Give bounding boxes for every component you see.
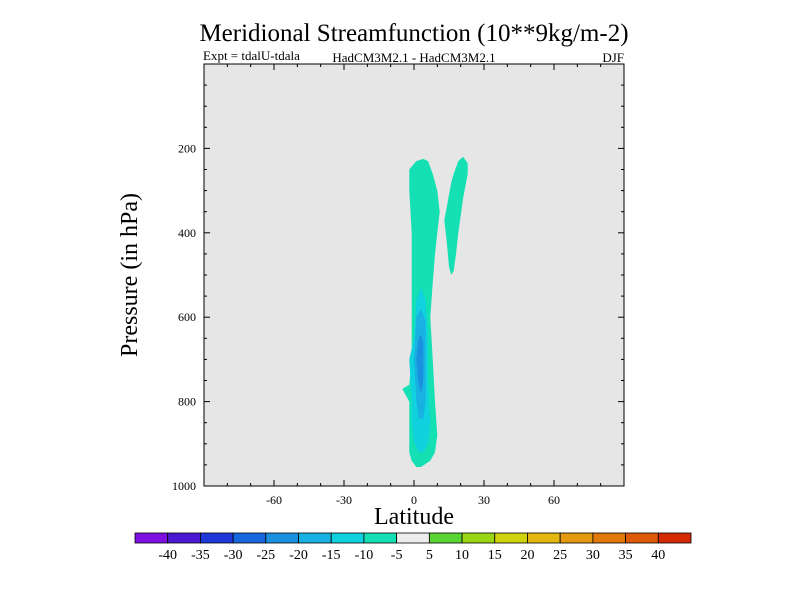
colorbar-swatch — [461, 532, 496, 544]
colorbar-label: 15 — [488, 548, 502, 563]
colorbar-swatch — [494, 532, 528, 544]
colorbar-swatch — [657, 532, 692, 544]
chart-title: Meridional Streamfunction (10**9kg/m-2) — [199, 20, 628, 47]
axis-ticks: -60 -30 0 30 60 200 400 600 800 1000 — [172, 63, 625, 507]
y-tick-label: 1000 — [172, 479, 196, 493]
x-tick-label: -60 — [266, 493, 282, 507]
colorbar-label: -40 — [158, 548, 177, 563]
colorbar-label: 35 — [619, 548, 633, 563]
chart-subtitle-right: DJF — [602, 50, 624, 65]
y-tick-label: 800 — [178, 395, 196, 409]
colorbar-label: -20 — [289, 548, 308, 563]
y-axis-label: Pressure (in hPa) — [117, 193, 143, 357]
contour-regions — [402, 156, 468, 467]
x-tick-label: 30 — [478, 493, 490, 507]
colorbar-label: 25 — [553, 548, 567, 563]
colorbar-swatch — [428, 532, 463, 544]
y-tick-label: 600 — [178, 310, 196, 324]
colorbar-swatch — [298, 532, 332, 544]
colorbar-label: 10 — [455, 548, 469, 563]
colorbar: -40 -35 -30 -25 -20 -15 -10 -5 5 10 15 20 25 30 35 40 — [134, 532, 692, 563]
colorbar-swatch — [363, 532, 398, 544]
colorbar-swatch — [396, 532, 430, 544]
chart-subtitle-center: HadCM3M2.1 - HadCM3M2.1 — [332, 50, 495, 65]
colorbar-label: -15 — [322, 548, 341, 563]
colorbar-swatch — [330, 532, 365, 544]
colorbar-swatch — [592, 532, 626, 544]
colorbar-swatch — [167, 532, 201, 544]
colorbar-swatch — [232, 532, 267, 544]
colorbar-swatch — [559, 532, 594, 544]
colorbar-swatch — [200, 532, 234, 544]
x-axis-label: Latitude — [374, 504, 454, 530]
y-tick-label: 200 — [178, 141, 196, 155]
colorbar-label: -10 — [355, 548, 374, 563]
colorbar-swatch — [625, 532, 659, 544]
colorbar-label: -35 — [191, 548, 210, 563]
x-tick-label: -30 — [336, 493, 352, 507]
colorbar-label: -25 — [256, 548, 275, 563]
contour-region-positive-lobe — [444, 156, 468, 275]
contour-region-negative-cell-max — [416, 334, 424, 394]
colorbar-label: -30 — [224, 548, 243, 563]
colorbar-label: 5 — [426, 548, 433, 563]
colorbar-label: 40 — [651, 548, 665, 563]
chart-subtitle-left: Expt = tdalU-tdala — [203, 48, 300, 63]
x-tick-label: 60 — [548, 493, 560, 507]
colorbar-label: -5 — [391, 548, 403, 563]
colorbar-label: 30 — [586, 548, 600, 563]
colorbar-swatch — [134, 532, 169, 544]
colorbar-swatch — [527, 532, 561, 544]
colorbar-label: 20 — [520, 548, 534, 563]
colorbar-swatch — [265, 532, 299, 544]
y-tick-label: 400 — [178, 226, 196, 240]
x-tick-label: 0 — [411, 493, 417, 507]
